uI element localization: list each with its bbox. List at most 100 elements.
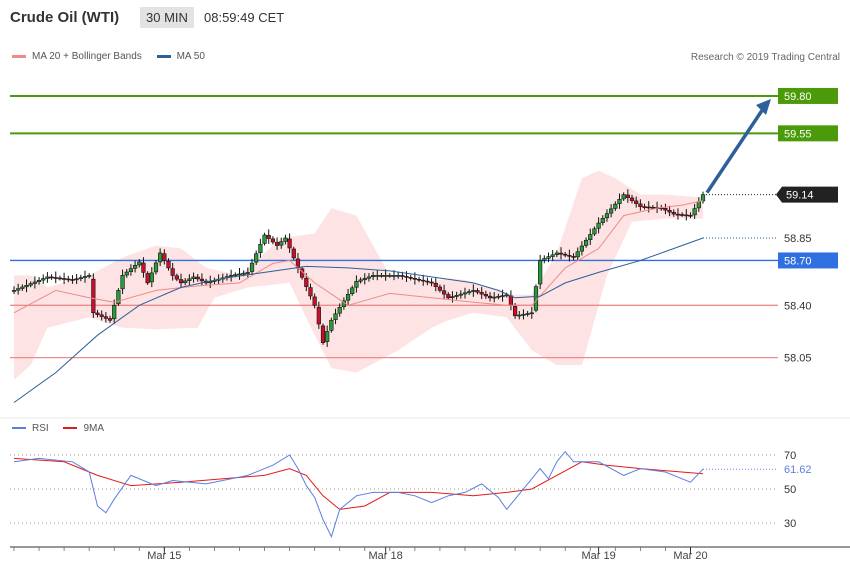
chart-header: Crude Oil (WTI) 30 MIN 08:59:49 CET: [0, 0, 850, 38]
legend-swatch-9ma: [63, 427, 78, 430]
candle-body: [24, 285, 29, 288]
candle-body: [596, 222, 601, 229]
rsi-legend: RSI 9MA: [12, 423, 116, 434]
candle-body: [467, 291, 472, 294]
level-label-58.70: 58.70: [784, 255, 812, 267]
candle-body: [36, 279, 42, 283]
candle-body: [442, 290, 447, 295]
rsi-line: [13, 450, 704, 538]
interval-button[interactable]: 30 MIN: [140, 7, 194, 28]
candle-body: [174, 275, 179, 280]
candle-body: [233, 274, 238, 276]
candle-body: [32, 281, 37, 284]
legend-item-ma50: MA 50: [156, 51, 205, 62]
candle-body: [41, 278, 46, 281]
candle-body: [91, 278, 96, 314]
candle-body: [479, 292, 484, 295]
legend-item-9ma: 9MA: [63, 423, 104, 434]
candle-body: [53, 277, 58, 279]
candle-body: [408, 277, 413, 279]
level-tag-59.55: [778, 125, 838, 142]
candle-body: [237, 273, 242, 276]
candle-body: [195, 276, 200, 280]
candle-body: [663, 208, 668, 211]
candle-body: [500, 295, 505, 297]
ma50-last-label: 58.85: [784, 233, 812, 245]
candle-body: [132, 265, 138, 269]
candle-body: [383, 275, 388, 277]
candle-body: [571, 256, 576, 258]
candle-body: [458, 293, 463, 296]
candle-body: [107, 318, 113, 321]
candle-body: [546, 256, 551, 259]
copyright-text: Research © 2019 Trading Central: [690, 52, 840, 63]
candle-body: [191, 276, 196, 279]
candle-body: [692, 208, 697, 216]
candles-group: [11, 189, 706, 347]
candle-body: [492, 296, 497, 299]
candle-body: [508, 295, 514, 306]
legend-swatch-ma50: [156, 54, 171, 58]
candle-body: [700, 194, 706, 202]
candle-body: [437, 286, 443, 291]
candle-body: [400, 275, 405, 277]
candle-body: [696, 201, 701, 209]
candle-body: [621, 194, 626, 200]
candle-body: [604, 213, 610, 219]
candle-body: [49, 276, 54, 279]
candle-body: [650, 206, 655, 209]
candle-body: [187, 278, 192, 281]
candle-body: [62, 278, 67, 280]
candle-body: [199, 278, 205, 282]
legend-item-ma20: MA 20 + Bollinger Bands: [12, 51, 142, 62]
candle-body: [550, 254, 555, 257]
level-label-58.40: 58.40: [784, 300, 812, 312]
candle-body: [116, 290, 121, 305]
candle-body: [333, 313, 338, 320]
candle-body: [266, 235, 271, 239]
candle-body: [262, 234, 267, 244]
candle-body: [462, 292, 468, 295]
level-label-59.80: 59.80: [784, 91, 812, 103]
ma20-line: [13, 200, 704, 314]
x-axis-label: Mar 18: [369, 550, 403, 562]
candle-body: [600, 218, 605, 223]
candle-body: [617, 199, 622, 204]
candle-body: [567, 255, 572, 257]
candle-body: [387, 275, 392, 277]
candle-body: [529, 312, 534, 315]
candle-body: [149, 272, 154, 283]
candle-body: [496, 296, 501, 298]
candle-body: [337, 307, 342, 314]
candle-body: [128, 268, 134, 273]
candle-body: [634, 200, 639, 204]
candle-body: [433, 282, 438, 287]
candle-body: [270, 238, 275, 243]
candle-body: [291, 248, 296, 259]
candle-body: [11, 290, 17, 292]
candle-body: [258, 244, 263, 254]
rsi-tick-50: 50: [784, 484, 796, 496]
last-price-tag: [776, 186, 838, 203]
candle-body: [162, 253, 167, 261]
candle-body: [57, 277, 63, 280]
candle-body: [354, 281, 359, 288]
candle-body: [404, 276, 409, 278]
candle-body: [345, 294, 351, 301]
candle-body: [416, 278, 422, 281]
candle-body: [429, 281, 434, 284]
candle-body: [375, 275, 380, 277]
candle-body: [592, 228, 597, 235]
legend-item-rsi: RSI: [12, 423, 49, 434]
candle-body: [16, 288, 21, 291]
level-label-59.55: 59.55: [784, 128, 812, 140]
candle-body: [350, 287, 355, 295]
candle-body: [421, 279, 426, 282]
target-arrow-head: [756, 98, 771, 115]
candle-body: [675, 213, 681, 216]
candle-body: [362, 278, 367, 281]
candle-body: [538, 260, 543, 285]
legend-label-9ma: 9MA: [83, 423, 105, 434]
candle-body: [308, 287, 313, 297]
